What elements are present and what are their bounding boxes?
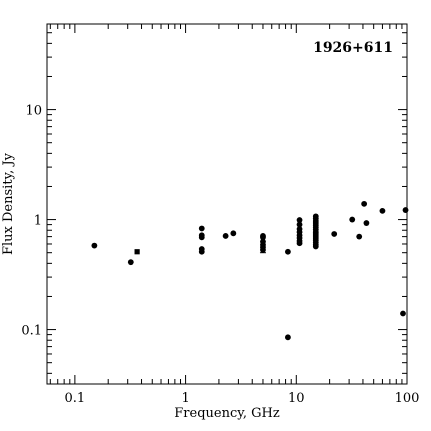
data-point xyxy=(260,247,266,253)
y-tick-label: 0.1 xyxy=(21,324,42,339)
data-point xyxy=(222,233,229,239)
x-tick-label: 0.1 xyxy=(65,391,86,406)
data-point xyxy=(198,248,205,255)
x-tick-label: 100 xyxy=(395,391,420,406)
data-point xyxy=(356,233,363,240)
data-point xyxy=(198,225,205,232)
plot-frame-group xyxy=(46,23,408,385)
data-point xyxy=(349,216,356,223)
data-point xyxy=(285,334,291,341)
y-axis-label: Flux Density, Jy xyxy=(1,152,16,255)
data-point xyxy=(296,221,303,228)
y-tick-label: 10 xyxy=(25,104,42,119)
plot-frame xyxy=(46,23,408,385)
data-point xyxy=(127,259,134,266)
data-point xyxy=(230,230,237,237)
data-point xyxy=(91,242,98,249)
y-tick-label: 1 xyxy=(34,214,42,229)
data-point xyxy=(331,231,338,237)
data-point xyxy=(361,200,368,207)
data-point xyxy=(379,207,386,214)
x-tick-label: 10 xyxy=(288,391,305,406)
data-point xyxy=(296,217,303,223)
data-point xyxy=(402,207,409,213)
tick-labels-group: 0.1 1 10 100 0.1 1 10 xyxy=(21,104,419,406)
data-point xyxy=(400,310,406,317)
data-point xyxy=(296,240,303,247)
chart-title: 1926+611 xyxy=(313,40,393,56)
x-axis-label: Frequency, GHz xyxy=(174,406,280,421)
axis-ticks-group xyxy=(47,23,408,384)
data-point xyxy=(285,248,291,255)
data-point xyxy=(260,234,266,241)
data-point xyxy=(198,234,205,241)
data-points-group xyxy=(91,200,409,341)
x-tick-label: 1 xyxy=(181,391,189,406)
data-point-square xyxy=(134,249,140,255)
data-point xyxy=(312,243,319,250)
data-point xyxy=(363,220,370,226)
